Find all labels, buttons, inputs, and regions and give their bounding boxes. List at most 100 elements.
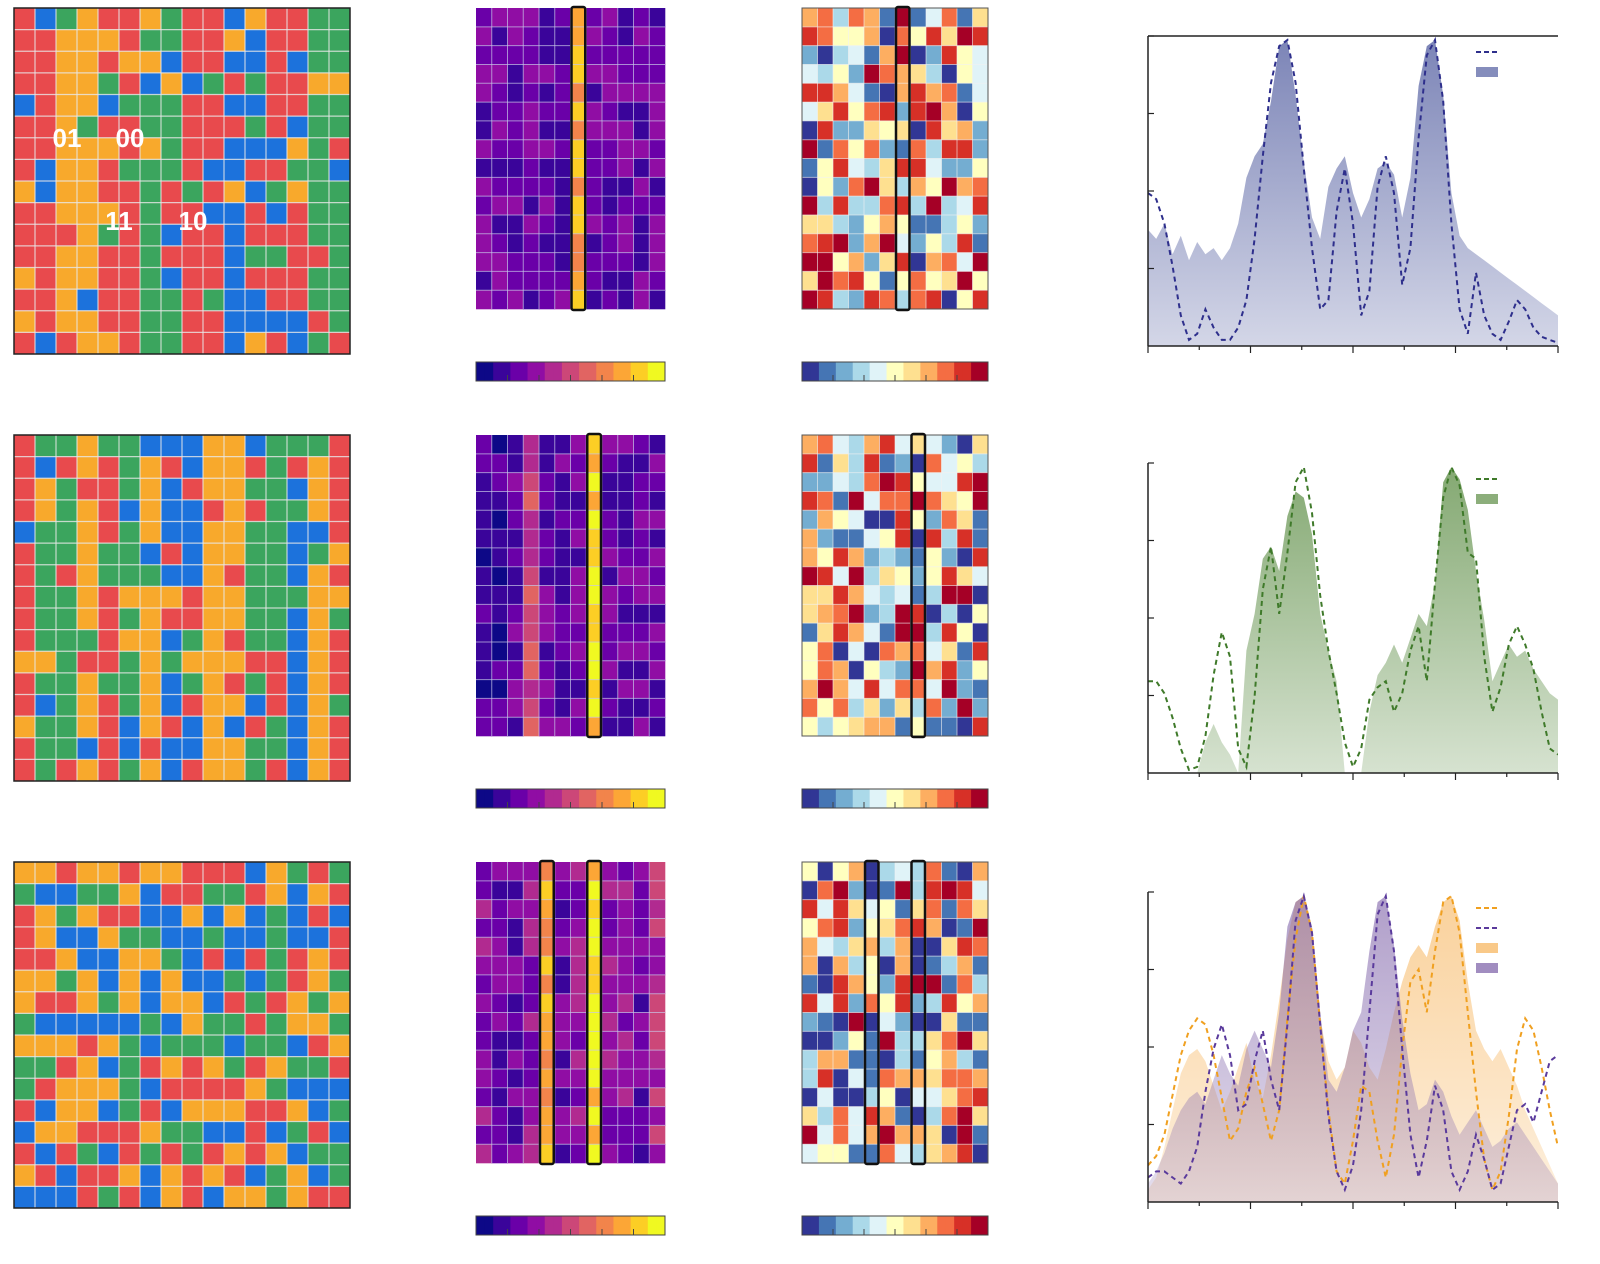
- coding-cell: [56, 310, 78, 333]
- coding-cell: [140, 435, 162, 457]
- coding-cell: [161, 905, 183, 928]
- plasma-cell: [570, 214, 587, 235]
- diverging-cell: [895, 623, 911, 643]
- diverging-cell: [910, 880, 927, 900]
- colorbar-step: [810, 1216, 820, 1235]
- coding-cell: [56, 1013, 78, 1036]
- plasma-cell: [507, 491, 524, 511]
- diverging-cell: [972, 120, 989, 140]
- diverging-cell: [833, 937, 849, 957]
- plasma-cell: [491, 604, 508, 624]
- coding-cell: [224, 245, 246, 268]
- plasma-cell: [633, 641, 650, 662]
- plasma-cell: [554, 177, 571, 197]
- plasma-cell: [507, 623, 524, 643]
- diverging-cell: [879, 956, 896, 976]
- plasma-cell: [586, 158, 603, 178]
- plasma-cell: [602, 641, 619, 662]
- coding-cell: [329, 499, 351, 522]
- coding-cell: [98, 224, 120, 247]
- plasma-cell: [586, 472, 603, 492]
- diverging-cell: [910, 435, 927, 455]
- coding-cell: [56, 245, 78, 268]
- coding-cell: [266, 991, 288, 1014]
- plasma-cell: [539, 214, 556, 235]
- coding-cell: [245, 1013, 267, 1036]
- code-label-11: 11: [105, 206, 133, 236]
- diverging-cell: [972, 529, 989, 549]
- highlight-column: [863, 859, 880, 1166]
- spectrum-chart: [1147, 35, 1559, 353]
- diverging-cell: [941, 604, 958, 624]
- diverging-cell: [817, 547, 834, 567]
- colorbar-step: [878, 362, 888, 381]
- coding-cell: [119, 116, 141, 139]
- coding-cell: [308, 586, 330, 609]
- plasma-cell: [539, 585, 556, 605]
- diverging-cell: [817, 1031, 834, 1051]
- plasma-cell: [602, 529, 619, 549]
- coding-cell: [77, 991, 99, 1014]
- coding-cell: [98, 586, 120, 609]
- coding-cell: [245, 521, 267, 544]
- coding-cell: [56, 1035, 78, 1057]
- plasma-cell: [491, 510, 508, 530]
- plasma-cell: [507, 1106, 524, 1126]
- coding-cell: [35, 629, 57, 652]
- coding-cell: [308, 456, 330, 479]
- coding-cell: [140, 1164, 162, 1187]
- diverging-cell: [926, 139, 942, 159]
- diverging-cell: [879, 491, 896, 511]
- diverging-cell: [895, 233, 911, 253]
- plasma-cell: [554, 120, 571, 140]
- plasma-cell: [586, 1087, 603, 1107]
- plasma-cell: [554, 585, 571, 605]
- coding-cell: [308, 905, 330, 928]
- plasma-cell: [507, 660, 524, 680]
- plasma-cell: [476, 472, 493, 492]
- plasma-cell: [617, 993, 634, 1013]
- diverging-cell: [833, 45, 849, 65]
- colorbar-step: [895, 1216, 904, 1235]
- coding-cell: [119, 267, 141, 290]
- colorbar-step: [827, 362, 837, 381]
- diverging-cell: [864, 937, 880, 957]
- diverging-cell: [972, 918, 989, 938]
- plasma-cell: [523, 566, 540, 586]
- diverging-cell: [926, 660, 942, 680]
- coding-cell: [224, 737, 246, 760]
- coding-cell: [14, 1013, 36, 1036]
- plasma-cell: [523, 102, 540, 122]
- diverging-cell: [941, 26, 958, 46]
- coding-cell: [161, 716, 183, 739]
- diverging-cell: [864, 26, 880, 46]
- plasma-cell: [539, 83, 556, 103]
- diverging-cell: [957, 585, 973, 605]
- plasma-cell: [507, 290, 524, 310]
- plasma-cell: [586, 899, 603, 919]
- plasma-cell: [491, 64, 508, 84]
- coding-cell: [266, 435, 288, 457]
- colorbar-step: [544, 789, 554, 808]
- plasma-cell: [523, 1144, 540, 1164]
- plasma-cell: [507, 45, 524, 65]
- diverging-cell: [926, 177, 942, 197]
- coding-cell: [287, 543, 309, 566]
- plasma-cell: [476, 290, 493, 310]
- coding-cell: [56, 905, 78, 928]
- coding-cell: [224, 543, 246, 566]
- plasma-cell: [507, 679, 524, 699]
- diverging-cell: [910, 139, 927, 159]
- diverging-cell: [833, 271, 849, 291]
- coding-cell: [203, 759, 225, 782]
- coding-cell: [119, 51, 141, 74]
- diverging-cell: [910, 660, 927, 680]
- plasma-cell: [649, 623, 666, 643]
- coding-cell: [203, 499, 225, 522]
- plasma-cell: [570, 1087, 587, 1107]
- plasma-cell: [491, 1050, 508, 1070]
- plasma-cell: [539, 26, 556, 46]
- plasma-cell: [476, 435, 493, 455]
- coding-cell: [182, 586, 204, 609]
- plasma-cell: [633, 604, 650, 624]
